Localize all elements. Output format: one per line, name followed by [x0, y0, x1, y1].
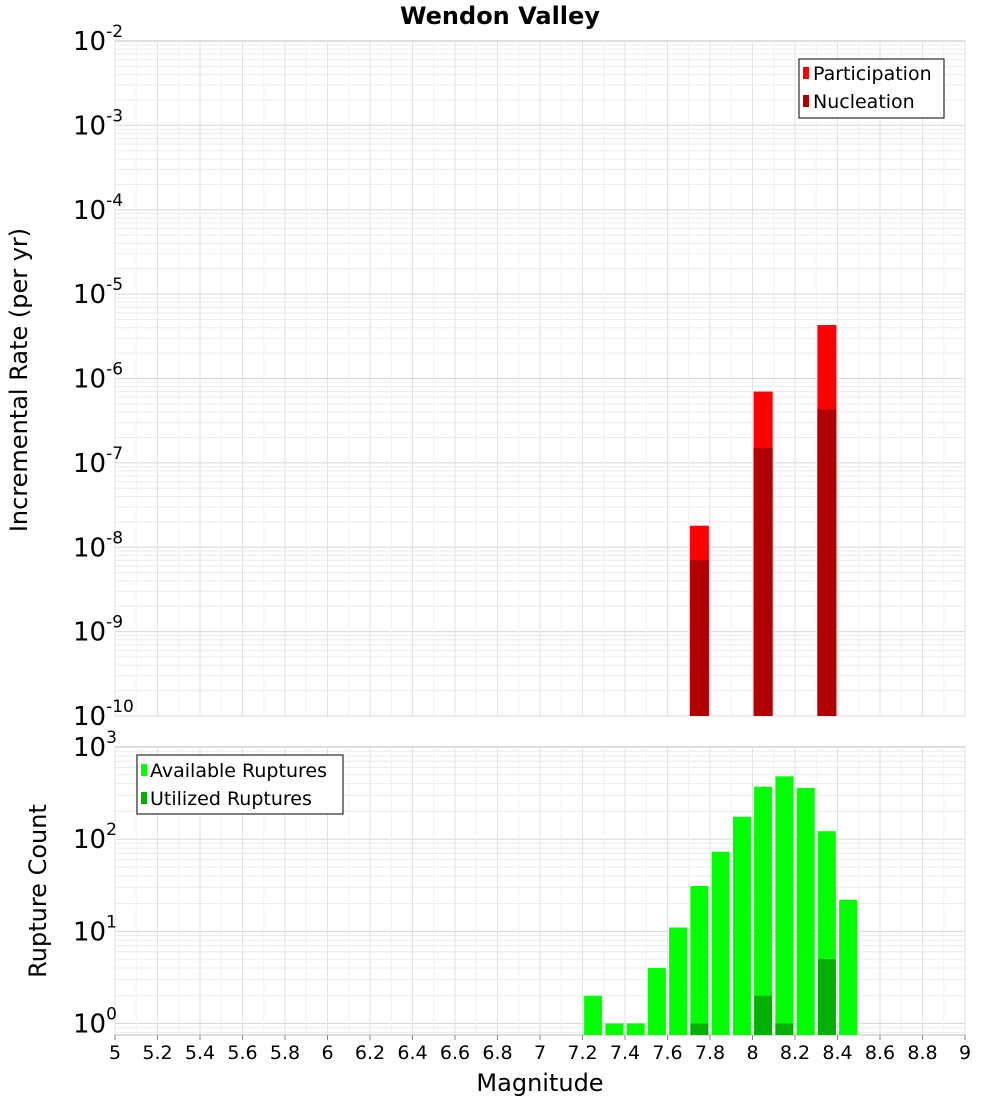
available-ruptures-bar	[669, 927, 688, 1035]
x-tick-label: 8.8	[907, 1042, 937, 1064]
utilized-ruptures-bar	[775, 1023, 794, 1035]
x-tick-label: 5.6	[227, 1042, 257, 1064]
x-tick-label: 8.6	[865, 1042, 895, 1064]
count-y-tick-label: 102	[73, 820, 117, 855]
nucleation-bar	[689, 560, 709, 716]
rate-y-axis-title: Incremental Rate (per yr)	[5, 228, 33, 532]
available-ruptures-bar	[711, 851, 730, 1035]
legend-label-participation: Participation	[813, 63, 932, 85]
utilized-ruptures-bar	[817, 959, 836, 1035]
rate-legend: Participation Nucleation	[798, 58, 945, 119]
count-grid	[114, 747, 966, 1035]
rate-grid	[114, 41, 966, 717]
x-tick-label: 6.4	[397, 1042, 427, 1064]
x-tick-label: 7.8	[695, 1042, 725, 1064]
x-tick-label: 5.4	[185, 1042, 215, 1064]
count-y-ticks: 100 101 102 103	[73, 728, 117, 1039]
x-tick-label: 8	[746, 1042, 758, 1064]
rate-y-tick-label: 10-4	[73, 191, 123, 226]
x-tick-label: 5.8	[270, 1042, 300, 1064]
x-tick-label: 7.6	[652, 1042, 682, 1064]
rate-y-tick-label: 10-2	[73, 22, 123, 57]
count-legend: Available Ruptures Utilized Ruptures	[136, 754, 344, 815]
rate-y-ticks: 10-10 10-9 10-8 10-7 10-6 10-5 10-4 10-3 10-2	[73, 22, 134, 732]
available-ruptures-bar	[605, 1023, 624, 1035]
x-tick-label: 5	[109, 1042, 121, 1064]
available-ruptures-bar	[626, 1023, 645, 1035]
legend-swatch-participation	[803, 67, 809, 79]
x-tick-label: 6.8	[482, 1042, 512, 1064]
x-axis-title: Magnitude	[476, 1069, 603, 1097]
rate-bars	[689, 325, 837, 716]
available-ruptures-bar	[584, 995, 603, 1035]
legend-swatch-utilized	[141, 792, 147, 804]
available-ruptures-bar	[775, 776, 794, 1035]
legend-label-available: Available Ruptures	[150, 760, 327, 782]
rate-y-tick-label: 10-5	[73, 275, 123, 310]
available-ruptures-bar	[647, 967, 666, 1035]
count-x-ticks: 5 5.2 5.4 5.6 5.8 6 6.2 6.4 6.6 6.8 7 7.2 7.4 7.6 7.8 8…	[109, 1035, 971, 1064]
available-ruptures-bar	[754, 786, 773, 1035]
available-ruptures-bar	[732, 816, 751, 1035]
available-ruptures-bar	[839, 899, 858, 1035]
rate-y-tick-label: 10-3	[73, 106, 123, 141]
x-tick-label: 6	[321, 1042, 333, 1064]
x-tick-label: 7.4	[610, 1042, 640, 1064]
count-bars	[584, 776, 858, 1035]
rate-y-tick-label: 10-9	[73, 613, 123, 648]
legend-label-utilized: Utilized Ruptures	[150, 788, 312, 810]
count-y-tick-label: 103	[73, 728, 117, 763]
x-tick-label: 8.2	[780, 1042, 810, 1064]
nucleation-bar	[753, 448, 773, 716]
legend-swatch-nucleation	[803, 95, 809, 107]
x-tick-label: 7.2	[567, 1042, 597, 1064]
nucleation-bar	[817, 409, 837, 716]
rate-y-tick-label: 10-7	[73, 444, 123, 479]
utilized-ruptures-bar	[754, 995, 773, 1035]
available-ruptures-bar	[796, 787, 815, 1035]
rate-y-tick-label: 10-8	[73, 528, 123, 563]
rate-y-tick-label: 10-10	[73, 697, 134, 732]
rate-y-tick-label: 10-6	[73, 360, 123, 395]
available-ruptures-bar	[690, 886, 709, 1035]
count-y-axis-title: Rupture Count	[24, 804, 52, 978]
chart-title: Wendon Valley	[400, 2, 600, 30]
x-tick-label: 8.4	[822, 1042, 852, 1064]
x-tick-label: 9	[959, 1042, 971, 1064]
utilized-ruptures-bar	[690, 1023, 709, 1035]
x-tick-label: 6.6	[440, 1042, 470, 1064]
count-y-tick-label: 101	[73, 912, 117, 947]
count-y-tick-label: 100	[73, 1004, 117, 1039]
x-tick-label: 7	[534, 1042, 546, 1064]
x-tick-label: 6.2	[355, 1042, 385, 1064]
legend-label-nucleation: Nucleation	[813, 91, 915, 113]
count-panel: 100 101 102 103 5 5.2 5.4 5.6 5.8 6 6.2 6.4 6.6 6.8 7…	[24, 728, 971, 1097]
x-tick-label: 5.2	[142, 1042, 172, 1064]
rate-panel: 10-10 10-9 10-8 10-7 10-6 10-5 10-4 10-3 10-2 In…	[5, 22, 966, 732]
legend-swatch-available	[141, 764, 147, 776]
